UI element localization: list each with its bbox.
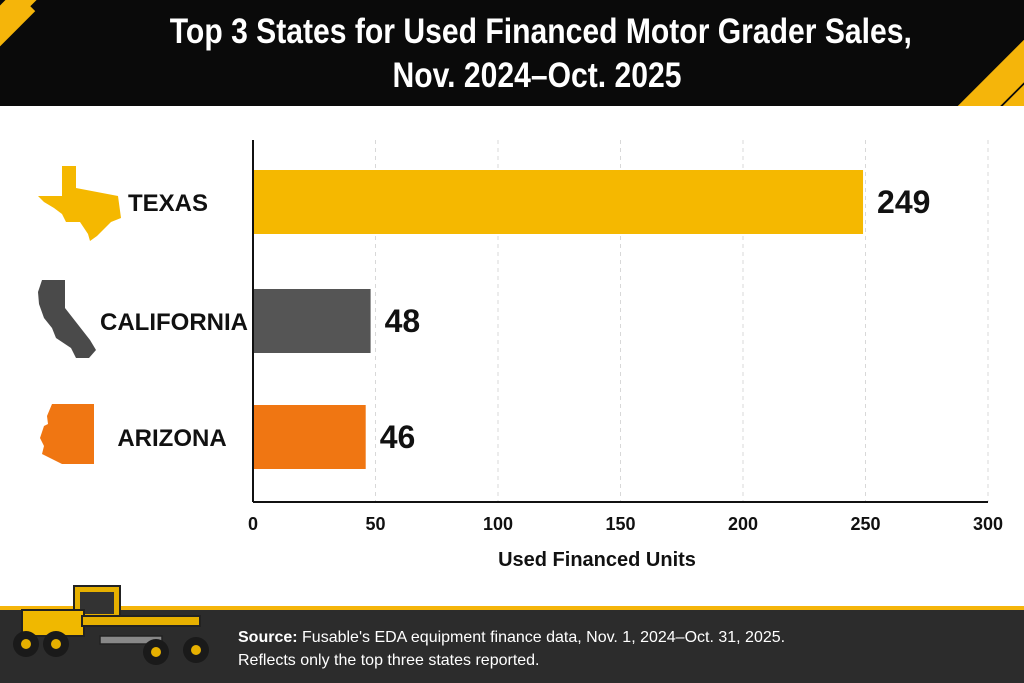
x-axis-ticks: 0 50 100 150 200 250 300 (248, 514, 1003, 534)
source-note: Source: Fusable's EDA equipment finance … (238, 626, 785, 672)
california-state-icon (38, 280, 96, 358)
bar-arizona (253, 405, 366, 469)
x-tick-label: 150 (605, 514, 635, 534)
hazard-stripe-right (943, 28, 1024, 106)
title-line-1: Top 3 States for Used Financed Motor Gra… (169, 12, 912, 51)
source-text: Fusable's EDA equipment finance data, No… (297, 629, 786, 646)
state-icons (38, 166, 121, 464)
bar-california (253, 289, 371, 353)
bars-group (253, 170, 864, 469)
category-labels: TEXAS CALIFORNIA ARIZONA (100, 190, 248, 452)
footer-note: Reflects only the top three states repor… (238, 652, 540, 669)
arizona-state-icon (40, 404, 94, 464)
data-labels-group: 249 48 46 (380, 184, 931, 455)
x-axis-label: Used Financed Units (498, 549, 696, 571)
axes (252, 140, 988, 503)
source-label: Source: (238, 629, 298, 646)
texas-state-icon (38, 166, 121, 241)
x-tick-label: 50 (365, 514, 385, 534)
x-tick-label: 100 (483, 514, 513, 534)
x-tick-label: 200 (728, 514, 758, 534)
x-tick-label: 250 (850, 514, 880, 534)
category-label-texas: TEXAS (128, 190, 208, 217)
category-label-california: CALIFORNIA (100, 309, 248, 336)
x-tick-label: 0 (248, 514, 258, 534)
bar-texas (253, 170, 864, 234)
bar-chart: 249 48 46 0 50 100 150 200 250 300 TEXAS CALIFORN… (38, 140, 1003, 571)
header-banner: Top 3 States for Used Financed Motor Gra… (0, 0, 1024, 106)
title-line-2: Nov. 2024–Oct. 2025 (392, 56, 682, 95)
data-label-texas: 249 (877, 184, 930, 220)
page-title: Top 3 States for Used Financed Motor Gra… (169, 10, 912, 98)
data-label-arizona: 46 (380, 419, 416, 455)
category-label-arizona: ARIZONA (117, 425, 226, 452)
data-label-california: 48 (385, 303, 421, 339)
motor-grader-icon (13, 585, 209, 665)
x-tick-label: 300 (973, 514, 1003, 534)
